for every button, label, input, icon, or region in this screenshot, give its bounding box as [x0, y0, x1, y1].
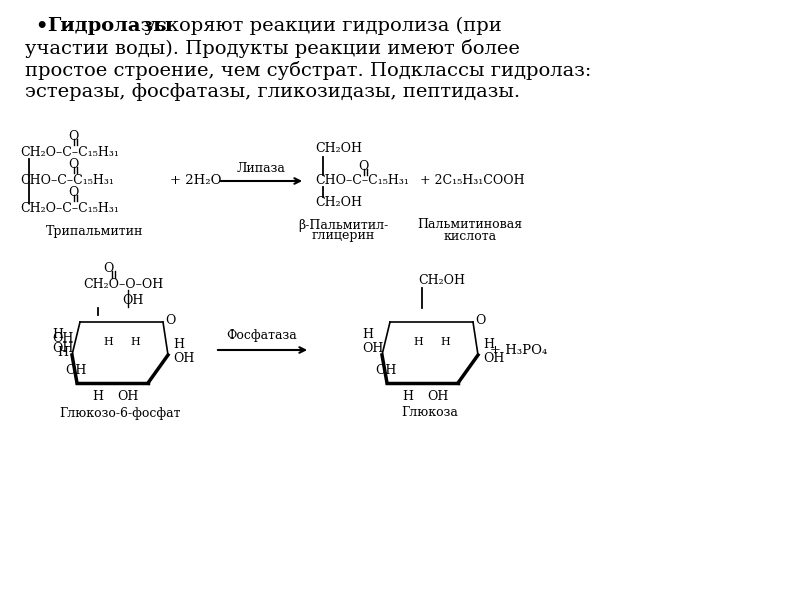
Text: H: H	[103, 337, 113, 347]
Text: Липаза: Липаза	[237, 163, 286, 175]
Text: + 2H₂O: + 2H₂O	[170, 175, 222, 187]
Text: H: H	[130, 337, 140, 347]
Text: CH₂OH: CH₂OH	[315, 196, 362, 209]
Text: Пальмитиновая: Пальмитиновая	[418, 218, 522, 232]
Text: OH: OH	[362, 341, 383, 355]
Text: кислота: кислота	[443, 229, 497, 242]
Text: эстеразы, фосфатазы, гликозидазы, пептидазы.: эстеразы, фосфатазы, гликозидазы, пептид…	[25, 83, 520, 101]
Text: – ускоряют реакции гидролиза (при: – ускоряют реакции гидролиза (при	[122, 17, 502, 35]
Text: •: •	[35, 17, 47, 35]
Text: Глюкоза: Глюкоза	[402, 407, 458, 419]
Text: H: H	[93, 389, 103, 403]
Text: + 2C₁₅H₃₁COOH: + 2C₁₅H₃₁COOH	[420, 175, 525, 187]
Text: CHO–C–C₁₅H₃₁: CHO–C–C₁₅H₃₁	[315, 175, 409, 187]
Text: CH₂O–O–OH: CH₂O–O–OH	[83, 278, 163, 292]
Text: CH₂OH: CH₂OH	[418, 274, 465, 286]
Text: H: H	[440, 337, 450, 347]
Text: CHO–C–C₁₅H₃₁: CHO–C–C₁₅H₃₁	[20, 175, 114, 187]
Text: OH: OH	[173, 352, 194, 364]
Text: OH: OH	[122, 293, 143, 307]
Text: O: O	[358, 160, 368, 173]
Text: H: H	[402, 389, 414, 403]
Text: Глюкозо-6-фосфат: Глюкозо-6-фосфат	[59, 407, 181, 419]
Text: простое строение, чем субстрат. Подклассы гидролаз:: простое строение, чем субстрат. Подкласс…	[25, 61, 591, 80]
Text: OH: OH	[375, 364, 396, 377]
Text: O: O	[165, 313, 175, 326]
Text: CH₂OH: CH₂OH	[315, 142, 362, 154]
Text: CH₂O–C–C₁₅H₃₁: CH₂O–C–C₁₅H₃₁	[20, 146, 119, 160]
Text: β-Пальмитил-: β-Пальмитил-	[298, 218, 388, 232]
Text: O: O	[475, 313, 486, 326]
Text: OH: OH	[118, 389, 138, 403]
Text: H: H	[483, 338, 494, 352]
Text: O: O	[103, 262, 113, 275]
Text: + H₃PO₄: + H₃PO₄	[490, 343, 547, 356]
Text: O: O	[68, 185, 78, 199]
Text: O: O	[68, 130, 78, 142]
Text: O: O	[68, 157, 78, 170]
Text: участии воды). Продукты реакции имеют более: участии воды). Продукты реакции имеют бо…	[25, 39, 520, 58]
Text: Гидролазы: Гидролазы	[47, 17, 173, 35]
Text: OH: OH	[483, 352, 504, 364]
Text: H: H	[173, 338, 184, 352]
Text: OH: OH	[427, 389, 449, 403]
Text: CH₂O–C–C₁₅H₃₁: CH₂O–C–C₁₅H₃₁	[20, 202, 119, 215]
Text: H: H	[57, 346, 68, 358]
Text: H: H	[413, 337, 423, 347]
Text: OH: OH	[52, 331, 74, 344]
Text: OH: OH	[52, 341, 74, 355]
Text: Трипальмитин: Трипальмитин	[46, 224, 144, 238]
Text: H: H	[52, 329, 63, 341]
Text: Фосфатаза: Фосфатаза	[226, 329, 298, 343]
Text: OH: OH	[65, 364, 86, 377]
Text: глицерин: глицерин	[311, 229, 374, 242]
Text: H: H	[362, 329, 373, 341]
